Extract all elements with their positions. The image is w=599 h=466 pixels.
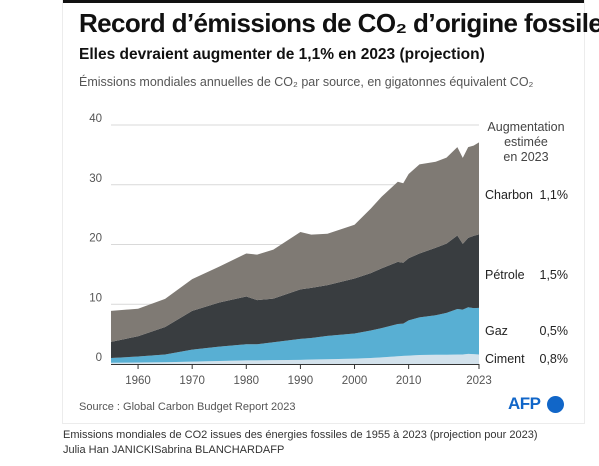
- area-ciment: [111, 353, 479, 364]
- y-axis-ticks: 0 10 20 30 40: [89, 113, 102, 364]
- x-tick-2023: 2023: [466, 375, 492, 387]
- y-tick-40: 40: [89, 113, 102, 125]
- series-label-charbon: Charbon: [485, 188, 533, 202]
- increase-header-line: en 2023: [503, 150, 548, 164]
- afp-logo: AFP: [508, 394, 541, 413]
- top-rule: [63, 0, 584, 3]
- series-label-ciment: Ciment: [485, 352, 525, 366]
- x-tick-1970: 1970: [179, 375, 205, 387]
- area-series: [111, 142, 479, 364]
- series-increase-gaz: 0,5%: [540, 324, 569, 338]
- area-petrole: [111, 234, 479, 359]
- series-label-pétrole: Pétrole: [485, 268, 525, 282]
- area-charbon: [111, 142, 479, 342]
- afp-logo-dot: [547, 396, 564, 413]
- increase-header-line: Augmentation: [487, 120, 564, 134]
- x-tick-1990: 1990: [288, 375, 314, 387]
- x-tick-1980: 1980: [233, 375, 259, 387]
- y-tick-10: 10: [89, 292, 102, 304]
- y-tick-20: 20: [89, 233, 102, 245]
- series-increase-ciment: 0,8%: [540, 352, 569, 366]
- image-credit: Julia Han JANICKISabrina BLANCHARDAFP: [63, 444, 285, 456]
- chart-subtitle: Elles devraient augmenter de 1,1% en 202…: [79, 46, 485, 63]
- series-increase-charbon: 1,1%: [540, 188, 569, 202]
- x-tick-2010: 2010: [396, 375, 422, 387]
- increase-header-line: estimée: [504, 135, 548, 149]
- x-tick-1960: 1960: [125, 375, 151, 387]
- series-increase-pétrole: 1,5%: [540, 268, 569, 282]
- x-tick-2000: 2000: [342, 375, 368, 387]
- y-tick-30: 30: [89, 173, 102, 185]
- y-tick-0: 0: [96, 352, 102, 364]
- x-axis: 1960 1970 1980 1990 2000 2010 2023: [111, 364, 492, 387]
- series-label-gaz: Gaz: [485, 324, 508, 338]
- chart-description: Émissions mondiales annuelles de CO₂ par…: [79, 75, 534, 89]
- area-gaz: [111, 307, 479, 363]
- image-caption: Emissions mondiales de CO2 issues des én…: [63, 429, 538, 441]
- chart-title: Record d’émissions de CO₂ d’origine foss…: [79, 8, 599, 38]
- source-note: Source : Global Carbon Budget Report 202…: [79, 401, 296, 413]
